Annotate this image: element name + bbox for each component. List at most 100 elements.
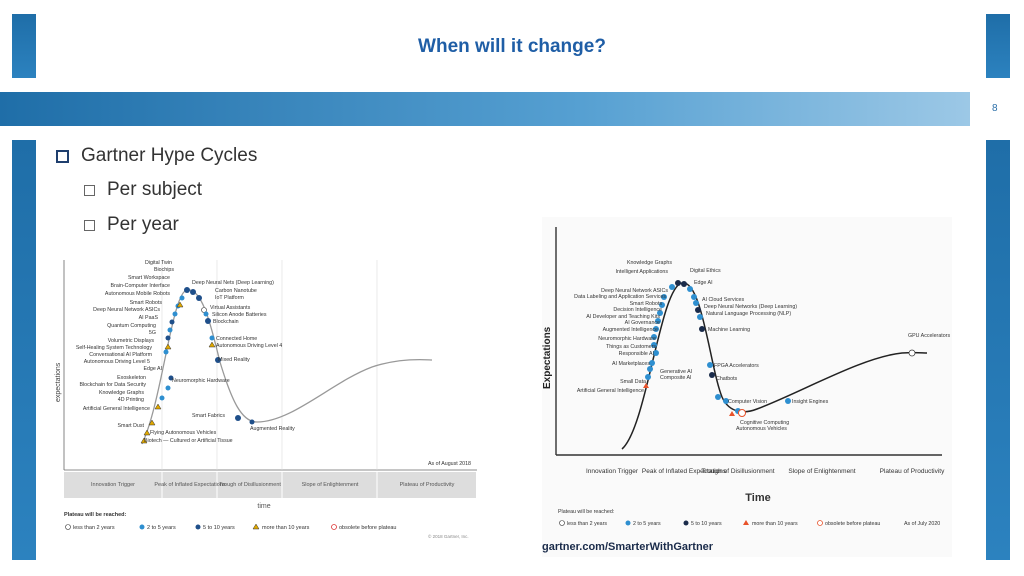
phase-peak: Peak of Inflated Expectations [642, 468, 727, 475]
label-neuromorphic: Neuromorphic Hardware [598, 336, 656, 342]
label-ai-governance: AI Governance [625, 320, 660, 326]
header-band [0, 92, 970, 126]
label-fpga: FPGA Accelerators [714, 363, 759, 369]
label-agi: Artificial General Intelligence [83, 406, 150, 412]
label-chatbots: Chatbots [716, 376, 738, 382]
hype-cycle-2018: expectations Digital Twin Biochips [52, 252, 484, 544]
bullet-main: Gartner Hype Cycles [56, 145, 257, 167]
label-edge-ai: Edge AI [694, 280, 713, 286]
phase-slope: Slope of Enlightenment [788, 468, 855, 475]
label-autonomous-mobile: Autonomous Mobile Robots [105, 291, 170, 297]
label-augmented-intelligence: Augmented Intelligence [603, 327, 658, 333]
label-intelligent-apps: Intelligent Applications [616, 269, 669, 275]
phase-peak: Peak of Inflated Expectations [154, 482, 225, 488]
label-ai-dev-kits: AI Developer and Teaching Kits [586, 314, 660, 320]
phase-plateau: Plateau of Productivity [880, 468, 945, 475]
label-adl5: Autonomous Driving Level 5 [84, 359, 150, 365]
phase-trough: Trough of Disillusionment [701, 468, 774, 475]
label-gpu: GPU Accelerators [908, 333, 950, 339]
legend-title: Plateau will be reached: [64, 512, 127, 518]
label-decision-intelligence: Decision Intelligence [613, 307, 662, 313]
legend-lt2: less than 2 years [73, 525, 115, 531]
label-things-as-customers: Things as Customers [606, 344, 656, 350]
label-conversational: Conversational AI Platform [89, 352, 152, 358]
label-smart-fabrics: Smart Fabrics [192, 413, 225, 419]
label-carbon: Carbon Nanotube [215, 288, 257, 294]
x-axis-label: time [257, 503, 270, 510]
label-ai-paas: AI PaaS [139, 315, 159, 321]
bullet-sub2: Per year [84, 214, 179, 236]
label-adl4: Autonomous Driving Level 4 [216, 343, 282, 349]
label-biochips: Biochips [154, 267, 174, 273]
label-dnn-asics: Deep Neural Network ASICs [93, 307, 160, 313]
right-sidebar [986, 140, 1010, 560]
label-augmented-reality: Augmented Reality [250, 426, 295, 432]
label-small-data: Small Data [620, 379, 646, 385]
label-digital-twin: Digital Twin [145, 260, 172, 266]
label-brain-computer: Brain-Computer Interface [111, 283, 171, 289]
left-top-sidebar [12, 14, 36, 78]
data-dots [643, 280, 916, 417]
legend-obsolete: obsolete before plateau [339, 525, 397, 531]
legend-obsolete: obsolete before plateau [825, 521, 880, 527]
label-composite-ai: Composite AI [660, 375, 692, 381]
label-biotech: Biotech — Cultured or Artificial Tissue [144, 438, 233, 444]
label-agi: Artificial General Intelligence [577, 388, 644, 394]
legend-2to5: 2 to 5 years [633, 521, 661, 527]
label-4d-printing: 4D Printing [118, 397, 144, 403]
label-iot: IoT Platform [215, 295, 244, 301]
label-nlp: Natural Language Processing (NLP) [706, 311, 791, 317]
label-mixed-reality: Mixed Reality [218, 357, 250, 363]
label-generative-ai: Generative AI [660, 369, 692, 375]
legend-gt10: more than 10 years [262, 525, 310, 531]
label-computer-vision: Computer Vision [728, 399, 767, 405]
label-smart-dust: Smart Dust [118, 423, 145, 429]
label-knowledge-graphs: Knowledge Graphs [627, 260, 672, 266]
data-dots [140, 287, 255, 444]
y-axis-label: expectations [55, 362, 62, 402]
legend-lt2: less than 2 years [567, 521, 607, 527]
square-bullet-icon [56, 149, 69, 163]
legend-5to10: 5 to 10 years [203, 525, 235, 531]
phase-innovation: Innovation Trigger [91, 482, 135, 488]
bullet-sub2-text: Per year [107, 214, 179, 235]
page-number: 8 [992, 103, 998, 114]
label-smart-robots: Smart Robots [130, 300, 163, 306]
label-self-healing: Self-Healing System Technology [76, 345, 153, 351]
phase-innovation: Innovation Trigger [586, 468, 639, 475]
label-edge-ai: Edge AI [143, 366, 162, 372]
label-quantum: Quantum Computing [107, 323, 156, 329]
x-axis-label: Time [745, 492, 770, 504]
label-connected-home: Connected Home [216, 336, 257, 342]
label-knowledge-graphs: Knowledge Graphs [99, 390, 144, 396]
phase-slope: Slope of Enlightenment [302, 482, 359, 488]
as-of-date: As of August 2018 [428, 461, 471, 467]
label-ai-marketplaces: AI Marketplaces [612, 361, 650, 367]
label-flying-av: Flying Autonomous Vehicles [150, 430, 217, 436]
legend-5to10: 5 to 10 years [691, 521, 722, 527]
label-volumetric: Volumetric Displays [108, 338, 155, 344]
footer-url: gartner.com/SmarterWithGartner [542, 541, 714, 553]
bullet-main-text: Gartner Hype Cycles [81, 145, 258, 166]
label-dnn-asics: Deep Neural Network ASICs [601, 288, 668, 294]
legend-gt10: more than 10 years [752, 521, 798, 527]
label-dnn: Deep Neural Networks (Deep Learning) [704, 304, 797, 310]
label-virtual-assistants: Virtual Assistants [210, 305, 251, 311]
label-responsible-ai: Responsible AI [619, 351, 654, 357]
label-ml: Machine Learning [708, 327, 750, 333]
hype-cycle-2020: Expectations Knowledge Graphs Intelligen… [542, 217, 952, 557]
square-bullet-icon [84, 219, 95, 231]
copyright: © 2018 Gartner, Inc. [428, 533, 469, 539]
label-data-labeling: Data Labeling and Application Services [574, 294, 666, 300]
legend: less than 2 years 2 to 5 years 5 to 10 y… [65, 523, 469, 539]
left-sidebar [12, 140, 36, 560]
label-smart-workspace: Smart Workspace [128, 275, 170, 281]
label-insight-engines: Insight Engines [792, 399, 829, 405]
right-top-sidebar [986, 14, 1010, 78]
label-silicon-anode: Silicon Anode Batteries [212, 312, 267, 318]
label-ai-cloud: AI Cloud Services [702, 297, 744, 303]
label-av: Autonomous Vehicles [736, 426, 787, 432]
label-blockchain-data: Blockchain for Data Security [79, 382, 146, 388]
y-axis-label: Expectations [542, 326, 553, 389]
as-of-date: As of July 2020 [904, 521, 940, 527]
